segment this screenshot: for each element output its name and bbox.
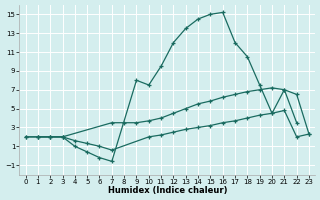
X-axis label: Humidex (Indice chaleur): Humidex (Indice chaleur) xyxy=(108,186,227,195)
